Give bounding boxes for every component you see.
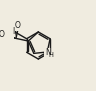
Text: I: I [12,27,15,36]
Text: H: H [48,52,53,58]
Text: O: O [15,21,21,30]
Text: N: N [45,48,51,57]
Text: O: O [0,30,5,39]
